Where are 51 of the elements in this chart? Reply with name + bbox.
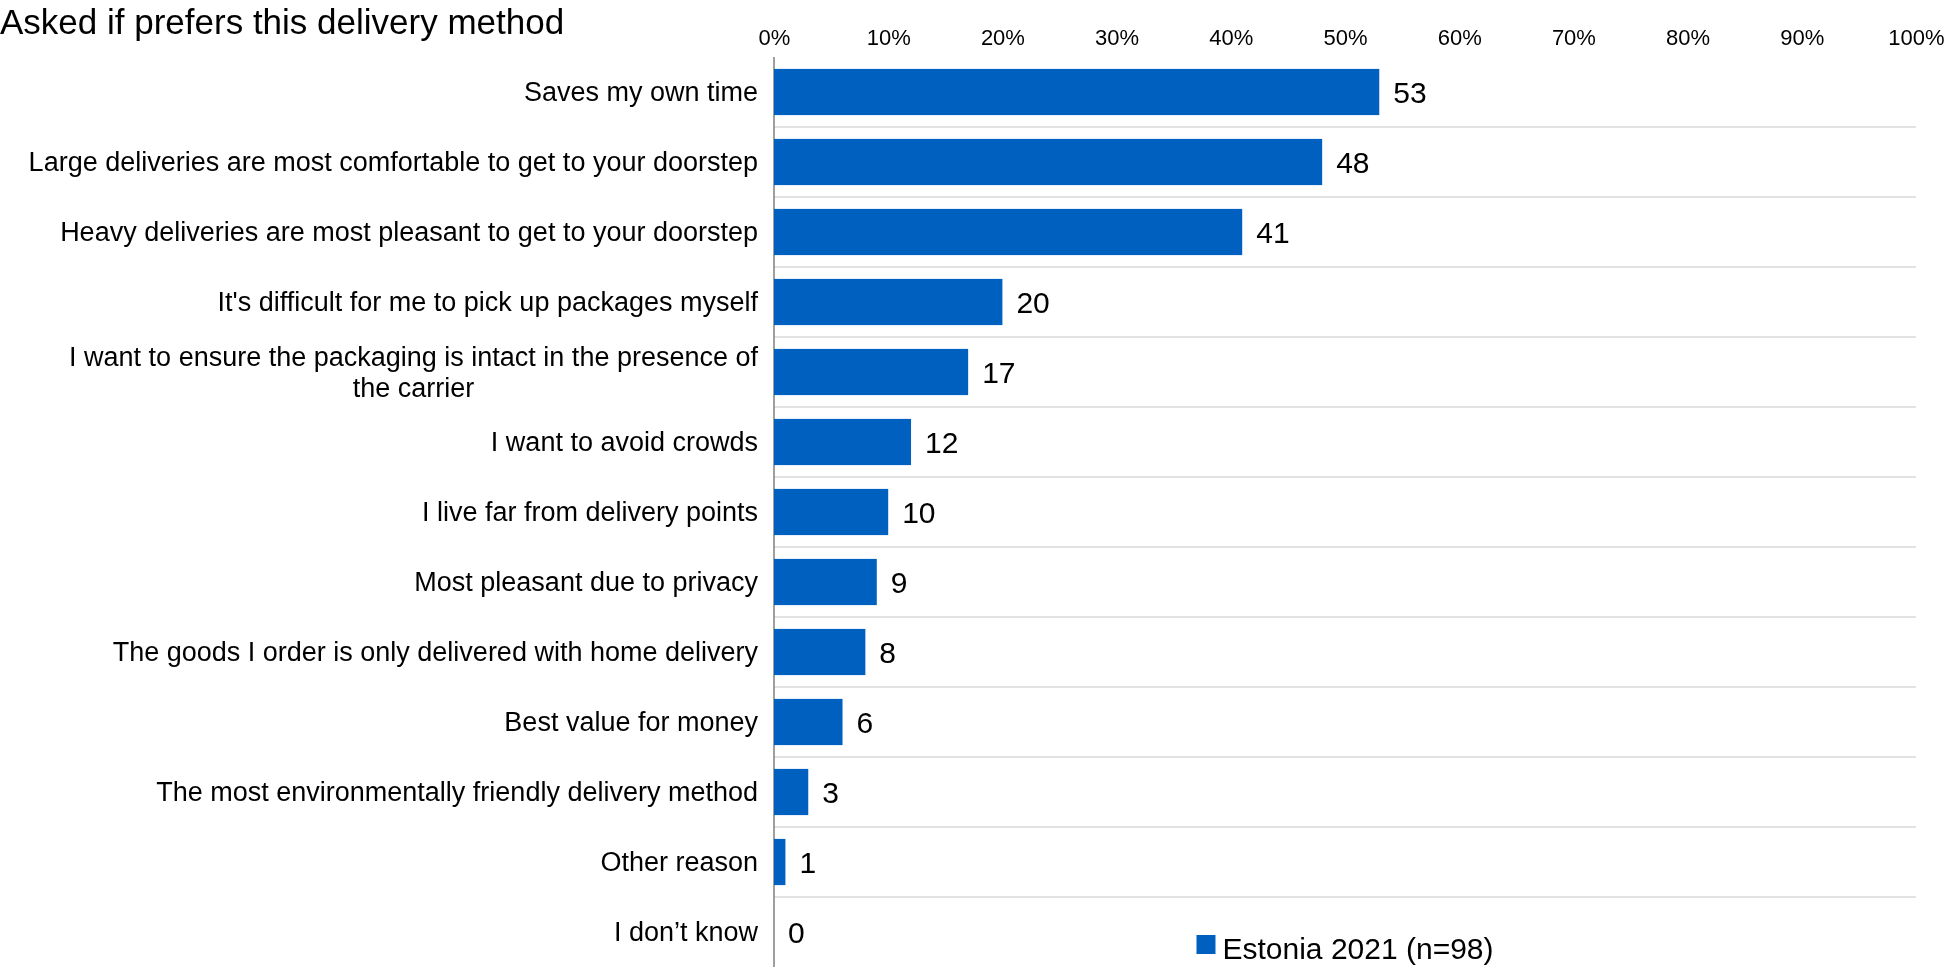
y-tick-label: Saves my own time xyxy=(523,77,758,108)
y-tick-label: The goods I order is only delivered with home delivery xyxy=(112,637,759,668)
y-tick-label: It's difficult for me to pick up packages myself xyxy=(217,287,759,318)
data-label: 10 xyxy=(902,495,936,529)
data-label: 20 xyxy=(1016,285,1050,319)
data-label: 53 xyxy=(1393,75,1427,109)
y-tick-label: Large deliveries are most comfortable to get to your doorstep xyxy=(28,147,758,178)
bar xyxy=(774,838,786,886)
x-tick-label: 20% xyxy=(980,25,1025,50)
data-label: 17 xyxy=(982,355,1016,389)
bar xyxy=(774,488,889,536)
x-tick-label: 10% xyxy=(866,25,911,50)
bar xyxy=(774,418,912,466)
data-label: 9 xyxy=(890,565,908,599)
data-label: 1 xyxy=(799,845,817,879)
data-label: 12 xyxy=(925,425,959,459)
x-tick-label: 0% xyxy=(758,25,791,50)
y-tick-label: I don’t know xyxy=(613,917,759,948)
data-label: 41 xyxy=(1256,215,1290,249)
data-label: 3 xyxy=(822,775,839,809)
y-tick-label: I want to avoid crowds xyxy=(490,427,758,458)
x-tick-label: 90% xyxy=(1780,25,1825,50)
x-tick-label: 40% xyxy=(1209,25,1254,50)
data-label: 6 xyxy=(856,705,874,739)
data-label: 0 xyxy=(788,915,805,949)
y-tick-label: I live far from delivery points xyxy=(421,497,758,528)
x-tick-label: 30% xyxy=(1095,25,1140,50)
x-tick-label: 60% xyxy=(1437,25,1482,50)
bar xyxy=(774,558,877,606)
legend-label: Estonia 2021 (n=98) xyxy=(1222,932,1494,965)
bar xyxy=(774,68,1380,116)
bar xyxy=(774,138,1323,186)
x-tick-label: 50% xyxy=(1323,25,1368,50)
bar xyxy=(774,208,1243,256)
y-tick-label: Best value for money xyxy=(504,707,759,738)
y-tick-label: Other reason xyxy=(600,847,758,878)
data-label: 8 xyxy=(879,635,897,669)
bar xyxy=(774,278,1003,326)
bar xyxy=(774,698,843,746)
x-tick-label: 100% xyxy=(1888,25,1945,50)
bar xyxy=(774,768,809,816)
bar xyxy=(774,348,969,396)
y-tick-label: Most pleasant due to privacy xyxy=(414,567,759,598)
data-label: 48 xyxy=(1336,145,1370,179)
bar xyxy=(774,628,866,676)
x-tick-label: 70% xyxy=(1551,25,1596,50)
y-tick-label: Heavy deliveries are most pleasant to get to your doorstep xyxy=(60,217,758,248)
y-tick-label: The most environmentally friendly delivery method xyxy=(156,777,758,808)
x-tick-label: 80% xyxy=(1666,25,1711,50)
text: Asked if prefers this delivery method xyxy=(0,2,565,41)
y-tick-label: I want to ensure the packaging is intact in the presence of the carrier xyxy=(69,341,759,403)
